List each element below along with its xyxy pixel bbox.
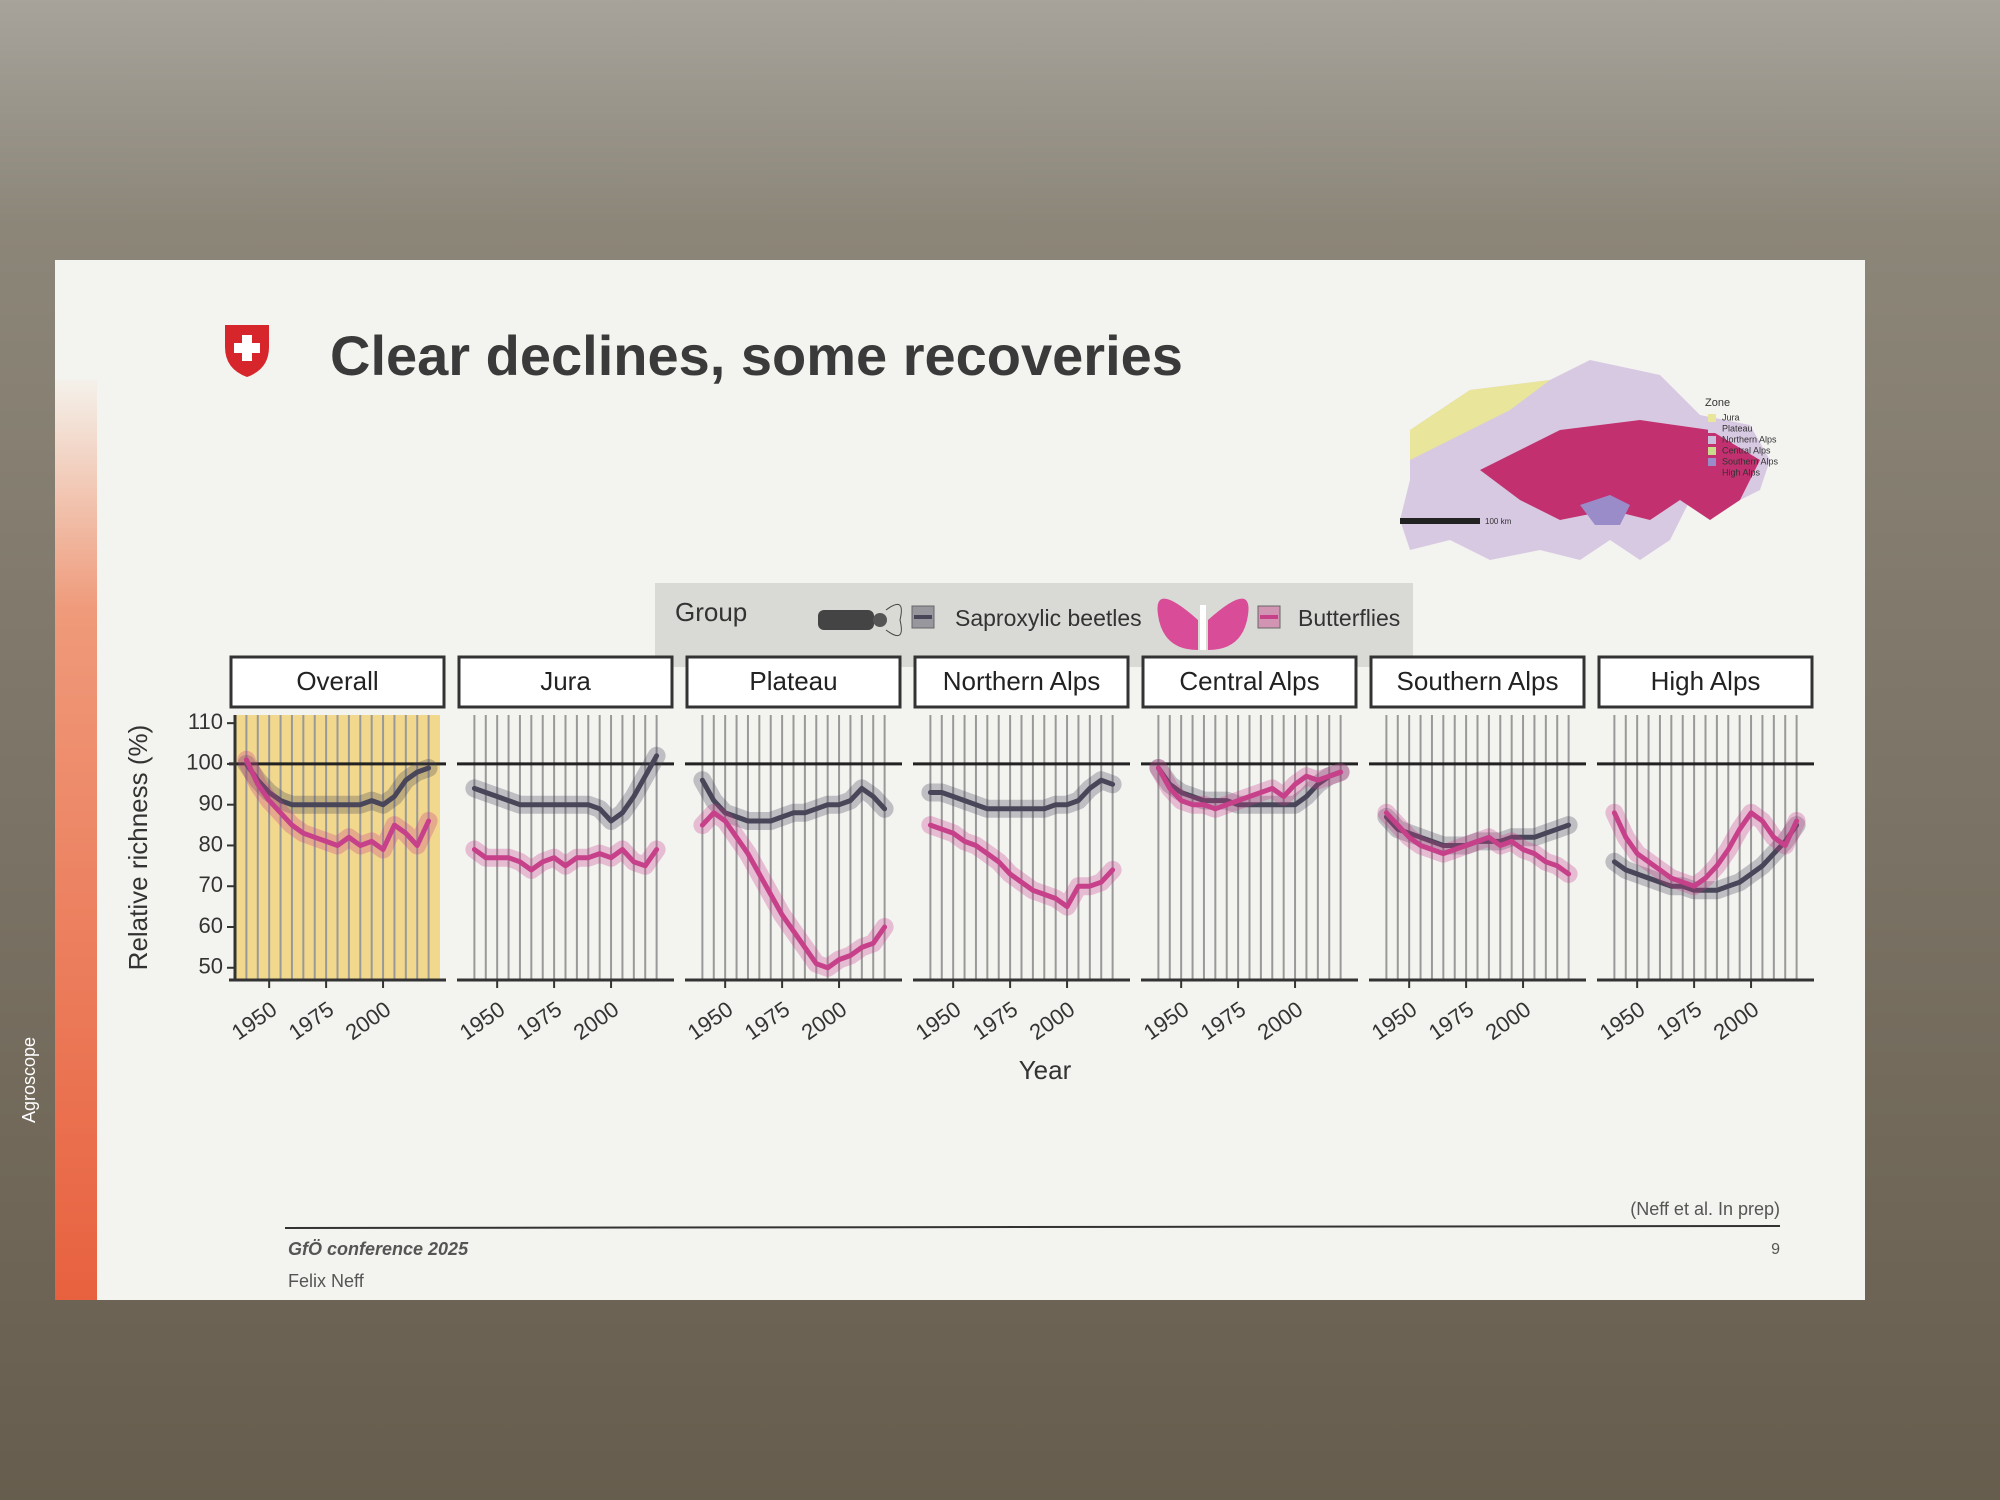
zone-swatch — [1708, 458, 1716, 466]
zone-swatch — [1708, 425, 1716, 433]
y-tick-label: 80 — [199, 831, 223, 856]
legend-label: Saproxylic beetles — [955, 605, 1142, 631]
x-axis-label: Year — [1019, 1055, 1072, 1085]
series-line — [1611, 810, 1800, 889]
map-jura — [1410, 380, 1550, 460]
zone-label: High Alps — [1722, 467, 1761, 477]
panel-title: Central Alps — [1179, 666, 1319, 696]
panel-strip — [1141, 655, 1358, 709]
y-tick-label: 100 — [186, 750, 223, 775]
legend-label: Butterflies — [1298, 605, 1400, 631]
panel-strip — [1369, 655, 1586, 709]
panel-title: Southern Alps — [1397, 666, 1559, 696]
panel-title: Plateau — [749, 666, 837, 696]
series-line — [699, 777, 888, 824]
y-tick-label: 50 — [199, 954, 223, 979]
series-line — [927, 777, 1116, 812]
map-high-alps — [1480, 420, 1760, 520]
conference: GfÖ conference 2025 — [288, 1239, 469, 1259]
legend-box — [655, 583, 1413, 667]
zone-label: Plateau — [1722, 423, 1753, 433]
panel-strip — [1597, 655, 1814, 709]
panel-title: Jura — [540, 666, 591, 696]
panel-strip — [913, 655, 1130, 709]
series-line — [1383, 810, 1572, 877]
panel-title: High Alps — [1651, 666, 1761, 696]
panel-title: Northern Alps — [943, 666, 1101, 696]
series-line — [243, 757, 432, 852]
series-line — [243, 761, 432, 808]
credit: (Neff et al. In prep) — [1630, 1199, 1780, 1219]
zone-label: Northern Alps — [1722, 434, 1777, 444]
brand-strip — [55, 380, 97, 1300]
map-southern-alps — [1580, 495, 1630, 525]
swiss-cross — [234, 335, 260, 361]
brand: Agroscope — [19, 1037, 39, 1123]
butterfly-icon — [1157, 598, 1249, 650]
author: Felix Neff — [288, 1271, 365, 1291]
map-scale-label: 100 km — [1485, 517, 1512, 526]
panel-title: Overall — [296, 666, 378, 696]
y-tick-label: 70 — [199, 872, 223, 897]
panel-strip — [229, 655, 446, 709]
zone-swatch — [1708, 447, 1716, 455]
series-line — [927, 822, 1116, 910]
panel-strip — [685, 655, 902, 709]
zone-swatch — [1708, 414, 1716, 422]
zone-swatch — [1708, 436, 1716, 444]
series-line — [699, 810, 888, 971]
y-tick-label: 90 — [199, 791, 223, 816]
y-tick-label: 60 — [199, 913, 223, 938]
beetle-icon — [818, 603, 902, 637]
y-axis-label: Relative richness (%) — [123, 725, 153, 971]
series-line — [471, 753, 660, 824]
footer-rule — [284, 1225, 1781, 1229]
zone-label: Central Alps — [1722, 445, 1771, 455]
map-legend-title: Zone — [1705, 397, 1730, 409]
series-line — [1155, 765, 1344, 808]
series-line — [471, 847, 660, 873]
series-line — [1155, 765, 1344, 812]
page-number: 9 — [1771, 1241, 1780, 1258]
slide-title: Clear declines, some recoveries — [330, 324, 1183, 387]
zone-swatch — [1708, 469, 1716, 477]
series-line — [1611, 822, 1800, 893]
legend-title: Group — [675, 597, 747, 627]
map — [1400, 360, 1770, 560]
zone-label: Southern Alps — [1722, 456, 1779, 466]
y-tick-label: 110 — [188, 709, 223, 734]
zone-label: Jura — [1722, 412, 1740, 422]
map-scale-bar — [1400, 518, 1480, 524]
panel-strip — [457, 655, 674, 709]
